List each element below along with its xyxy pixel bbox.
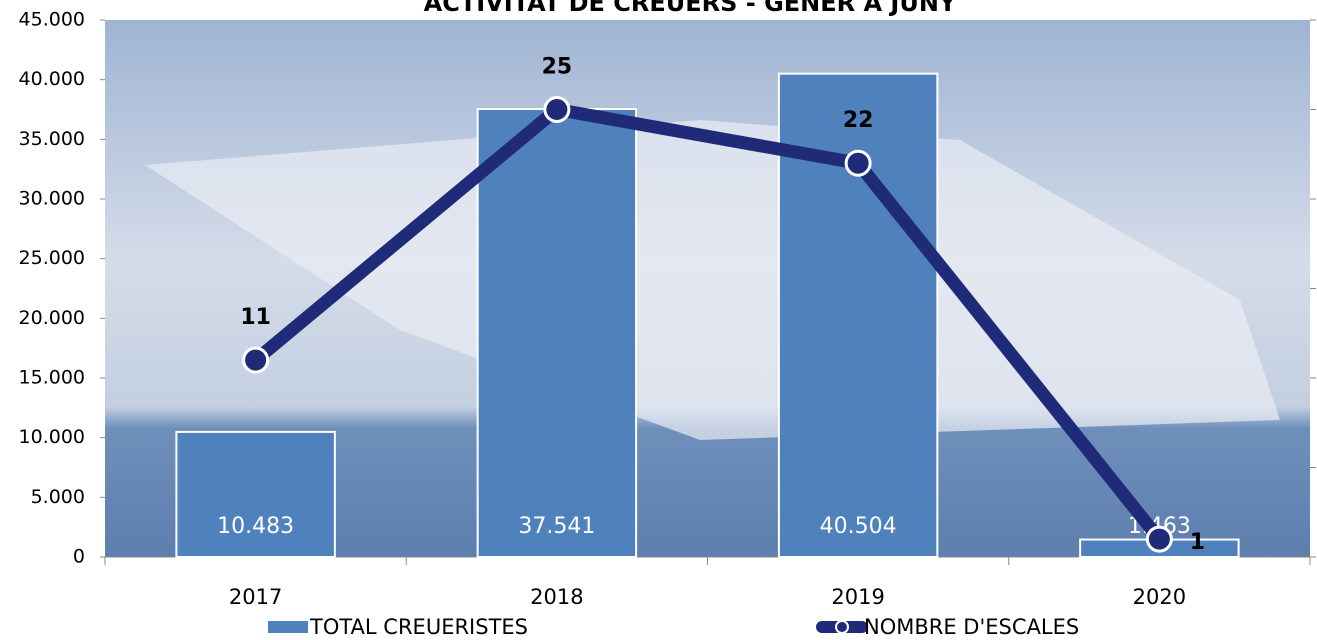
line-value-label: 1 [1190,530,1205,555]
x-tick-label: 2018 [530,585,583,609]
chart-title: ACTIVITAT DE CREUERS - GENER A JUNY [424,0,957,17]
bar-value-label: 10.483 [217,514,294,539]
y-tick-label: 0 [73,546,85,568]
y-tick-label: 45.000 [19,9,85,31]
legend-swatch [268,621,308,633]
y-tick-label: 5.000 [31,486,85,508]
bar [478,109,636,557]
y-tick-label: 10.000 [19,426,85,448]
x-tick-label: 2020 [1133,585,1186,609]
y-tick-label: 15.000 [19,367,85,389]
bar-value-label: 40.504 [820,514,897,539]
legend-swatch-marker [836,621,848,633]
line-marker [846,151,870,175]
line-marker [244,348,268,372]
x-tick-label: 2019 [831,585,884,609]
line-value-label: 25 [542,55,573,80]
legend-label: NOMBRE D'ESCALES [864,615,1079,639]
y-tick-label: 35.000 [19,128,85,150]
chart: ACTIVITAT DE CREUERS - GENER A JUNY 0 5.0… [0,0,1317,640]
line-marker [1147,527,1171,551]
y-tick-label: 25.000 [19,247,85,269]
bar [779,74,937,557]
bar-value-label: 37.541 [518,514,595,539]
line-marker [545,98,569,122]
y-tick-label: 20.000 [19,307,85,329]
y-tick-label: 30.000 [19,188,85,210]
legend-label: TOTAL CREUERISTES [309,615,528,639]
line-value-label: 22 [843,108,874,133]
x-tick-label: 2017 [229,585,282,609]
line-value-label: 11 [240,305,271,330]
y-tick-label: 40.000 [19,68,85,90]
